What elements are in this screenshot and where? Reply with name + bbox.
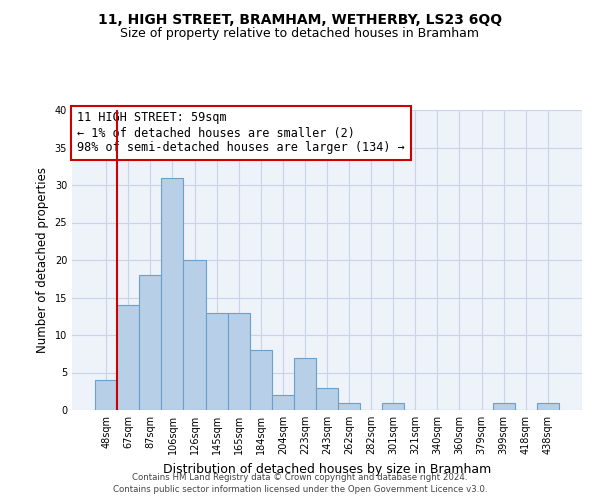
Text: Size of property relative to detached houses in Bramham: Size of property relative to detached ho…: [121, 28, 479, 40]
Bar: [161, 178, 184, 410]
Bar: [250, 350, 272, 410]
Text: 11, HIGH STREET, BRAMHAM, WETHERBY, LS23 6QQ: 11, HIGH STREET, BRAMHAM, WETHERBY, LS23…: [98, 12, 502, 26]
Y-axis label: Number of detached properties: Number of detached properties: [36, 167, 49, 353]
Bar: [227, 312, 250, 410]
Bar: [184, 260, 206, 410]
Bar: [382, 402, 404, 410]
Bar: [493, 402, 515, 410]
Bar: [294, 358, 316, 410]
Text: 11 HIGH STREET: 59sqm
← 1% of detached houses are smaller (2)
98% of semi-detach: 11 HIGH STREET: 59sqm ← 1% of detached h…: [77, 112, 405, 154]
Text: Contains public sector information licensed under the Open Government Licence v3: Contains public sector information licen…: [113, 485, 487, 494]
Bar: [272, 395, 294, 410]
X-axis label: Distribution of detached houses by size in Bramham: Distribution of detached houses by size …: [163, 462, 491, 475]
Bar: [338, 402, 360, 410]
Bar: [316, 388, 338, 410]
Bar: [117, 305, 139, 410]
Text: Contains HM Land Registry data © Crown copyright and database right 2024.: Contains HM Land Registry data © Crown c…: [132, 472, 468, 482]
Bar: [95, 380, 117, 410]
Bar: [537, 402, 559, 410]
Bar: [206, 312, 227, 410]
Bar: [139, 275, 161, 410]
